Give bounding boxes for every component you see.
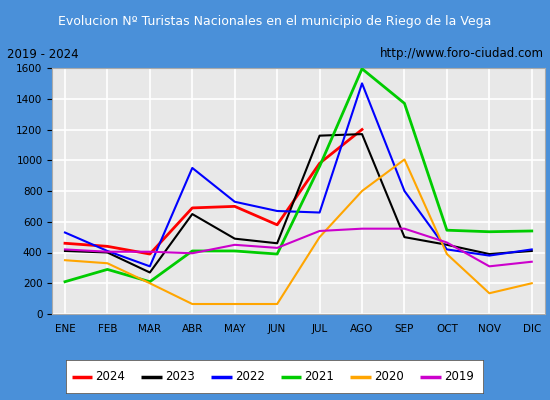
Text: Evolucion Nº Turistas Nacionales en el municipio de Riego de la Vega: Evolucion Nº Turistas Nacionales en el m…	[58, 14, 492, 28]
Text: http://www.foro-ciudad.com: http://www.foro-ciudad.com	[379, 48, 543, 60]
FancyBboxPatch shape	[66, 360, 484, 394]
Text: 2019 - 2024: 2019 - 2024	[7, 48, 78, 60]
Text: 2024: 2024	[95, 370, 125, 384]
Text: 2020: 2020	[374, 370, 404, 384]
Text: 2021: 2021	[304, 370, 334, 384]
Text: 2023: 2023	[165, 370, 195, 384]
Text: 2019: 2019	[444, 370, 474, 384]
Text: 2022: 2022	[235, 370, 265, 384]
